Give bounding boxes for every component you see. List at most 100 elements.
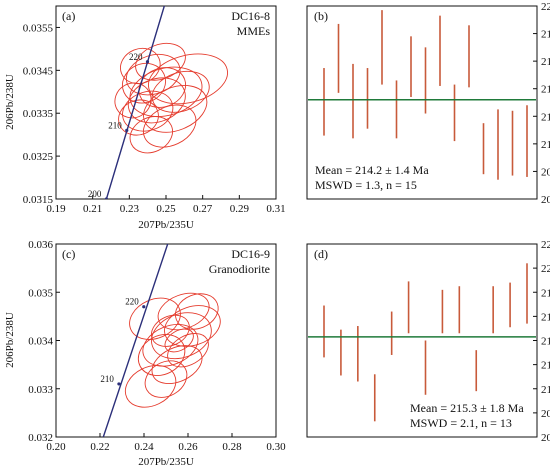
panel-a-x-tick-label: 0.19 bbox=[46, 203, 66, 215]
panel-a-y-tick-label: 0.0355 bbox=[23, 22, 54, 34]
panel-a-x-tick-label: 0.27 bbox=[193, 203, 213, 215]
panel-c-ellipse-13 bbox=[164, 328, 194, 353]
panel-b-y-tick-label: 221 bbox=[541, 1, 550, 13]
panel-b-mean-text: Mean = 214.2 ± 1.4 Ma bbox=[315, 163, 429, 177]
panel-c-ellipses bbox=[124, 292, 221, 408]
panel-c-concordia: 0.20 0.22 0.24 0.26 0.28 0.30 0.032 0.033 0.034… bbox=[4, 239, 286, 468]
panel-d-error-bars bbox=[323, 263, 528, 422]
panel-d-y-tick-label: 209 bbox=[541, 408, 550, 420]
panel-a-x-axis-label: 207Pb/235U bbox=[138, 219, 194, 231]
panel-a-x-tick-label: 0.29 bbox=[230, 203, 250, 215]
panel-d-y-tick-label: 217 bbox=[541, 311, 550, 323]
panel-a-y-ticks: 0.0315 0.0325 0.0335 0.0345 0.0355 bbox=[23, 22, 60, 206]
panel-a-ellipse-9 bbox=[135, 42, 186, 81]
panel-a-label: (a) bbox=[62, 9, 75, 23]
panel-a-concordia-point-210 bbox=[125, 128, 129, 132]
panel-a-x-tick-label: 0.23 bbox=[120, 203, 140, 215]
panel-d-y-ticks: 207 209 211 213 215 217 219 221 223 bbox=[533, 239, 550, 444]
panel-a-rock-type: MMEs bbox=[237, 24, 271, 38]
panel-c-x-tick-label: 0.28 bbox=[222, 441, 242, 453]
panel-a-concordia-curve bbox=[104, 6, 166, 199]
panel-a-sample-name: DC16-8 bbox=[231, 9, 270, 23]
panel-c-ellipse-5 bbox=[164, 305, 221, 347]
panel-c-x-tick-label: 0.26 bbox=[178, 441, 198, 453]
panel-c-x-axis-label: 207Pb/235U bbox=[138, 456, 194, 468]
panel-c-rock-type: Granodiorite bbox=[209, 262, 270, 276]
panel-c-concordia-label-220: 220 bbox=[125, 297, 139, 307]
panel-c-x-tick-label: 0.24 bbox=[134, 441, 154, 453]
panel-c-concordia-point-220 bbox=[142, 305, 146, 309]
panel-b-y-tick-label: 207 bbox=[541, 194, 550, 206]
panel-a-ellipse-8 bbox=[148, 53, 228, 105]
panel-a-y-tick-label: 0.0315 bbox=[23, 194, 54, 206]
panel-d-label: (d) bbox=[314, 247, 328, 261]
panel-a-ellipse-6 bbox=[118, 99, 159, 136]
panel-d-y-tick-label: 219 bbox=[541, 287, 550, 299]
panel-b-frame bbox=[306, 5, 538, 200]
panel-c-y-tick-label: 0.033 bbox=[28, 384, 53, 396]
panel-a-ellipse-11 bbox=[143, 104, 197, 148]
panel-c-concordia-point-210 bbox=[117, 382, 121, 386]
panel-a-ellipse-3 bbox=[129, 66, 203, 117]
panel-a-x-tick-label: 0.25 bbox=[156, 203, 176, 215]
panel-d-y-tick-label: 221 bbox=[541, 263, 550, 275]
panel-c-ellipse-6 bbox=[151, 345, 203, 384]
panel-b-mswd-text: MSWD = 1.3, n = 15 bbox=[315, 178, 417, 192]
panel-a-concordia: 0.19 0.21 0.23 0.25 0.27 0.29 0.31 0.0315 0.032… bbox=[4, 5, 286, 231]
panel-a-x-tick-label: 0.21 bbox=[83, 203, 102, 215]
panel-a-concordia-point-200 bbox=[104, 197, 109, 199]
panel-d-mean-text: Mean = 215.3 ± 1.8 Ma bbox=[410, 401, 524, 415]
panel-c-y-tick-label: 0.034 bbox=[28, 336, 53, 348]
panel-b-y-tick-label: 217 bbox=[541, 56, 550, 68]
panel-b-error-bars bbox=[323, 10, 528, 180]
panel-c-y-tick-label: 0.035 bbox=[28, 287, 53, 299]
panel-a-x-ticks: 0.19 0.21 0.23 0.25 0.27 0.29 0.31 bbox=[46, 195, 286, 215]
panel-c-x-ticks: 0.20 0.22 0.24 0.26 0.28 0.30 bbox=[46, 433, 286, 453]
panel-c-ellipse-12 bbox=[150, 314, 190, 347]
panel-c-concordia-line bbox=[102, 244, 169, 437]
panel-a-ellipse-14 bbox=[120, 47, 161, 85]
panel-d-y-tick-label: 207 bbox=[541, 432, 550, 444]
panel-d-y-tick-label: 223 bbox=[541, 239, 550, 251]
panel-b-y-tick-label: 209 bbox=[541, 166, 550, 178]
panel-a-concordia-label-220: 220 bbox=[129, 52, 143, 62]
panel-d-weighted-mean: 207 209 211 213 215 217 219 221 223 (d) Mean = 2… bbox=[306, 239, 550, 444]
panel-c-ellipse-8 bbox=[144, 360, 188, 398]
panel-c-ellipse-2 bbox=[137, 334, 186, 376]
panel-a-ellipses bbox=[114, 42, 228, 154]
panel-c-ellipse-10 bbox=[124, 364, 177, 408]
panel-a-concordia-label-200: 200 bbox=[88, 189, 102, 199]
panel-a-y-tick-label: 0.0325 bbox=[23, 151, 54, 163]
panel-c-ellipse-11 bbox=[174, 293, 219, 330]
panel-a-ellipse-12 bbox=[129, 116, 173, 154]
panel-c-concordia-label-210: 210 bbox=[100, 374, 114, 384]
panel-c-label: (c) bbox=[62, 247, 75, 261]
panel-b-weighted-mean: 207 209 211 213 215 217 219 221 (b) Mean = 214.… bbox=[306, 1, 550, 206]
panel-b-y-tick-label: 213 bbox=[541, 111, 550, 123]
panel-d-y-tick-label: 215 bbox=[541, 336, 550, 348]
panel-a-concordia-line bbox=[105, 6, 166, 199]
panel-a-concordia-label-210: 210 bbox=[108, 120, 122, 130]
panel-c-x-tick-label: 0.30 bbox=[266, 441, 286, 453]
panel-c-ellipse-1 bbox=[129, 297, 181, 340]
panel-b-y-tick-label: 219 bbox=[541, 29, 550, 41]
panel-a-ellipse-10 bbox=[114, 82, 152, 119]
panel-c-concordia-curve bbox=[102, 244, 169, 437]
panel-c-x-tick-label: 0.20 bbox=[46, 441, 66, 453]
panel-c-sample-name: DC16-9 bbox=[231, 247, 270, 261]
panel-c-y-ticks: 0.032 0.033 0.034 0.035 0.036 bbox=[28, 239, 60, 444]
panel-c-ellipse-3 bbox=[142, 323, 199, 367]
panel-a-y-tick-label: 0.0335 bbox=[23, 108, 54, 120]
panel-a-y-axis-label: 206Pb/238U bbox=[4, 74, 16, 130]
panel-a-y-tick-label: 0.0345 bbox=[23, 65, 54, 77]
panel-d-mswd-text: MSWD = 2.1, n = 13 bbox=[410, 416, 512, 430]
panel-b-y-ticks: 207 209 211 213 215 217 219 221 bbox=[533, 1, 550, 206]
panel-d-y-tick-label: 211 bbox=[541, 384, 550, 396]
panel-c-x-tick-label: 0.22 bbox=[90, 441, 109, 453]
panel-a-ellipse-13 bbox=[151, 70, 210, 113]
panel-b-y-tick-label: 215 bbox=[541, 84, 550, 96]
panel-c-y-tick-label: 0.036 bbox=[28, 239, 53, 251]
panel-d-y-tick-label: 213 bbox=[541, 360, 550, 372]
panel-c-y-tick-label: 0.032 bbox=[28, 432, 53, 444]
